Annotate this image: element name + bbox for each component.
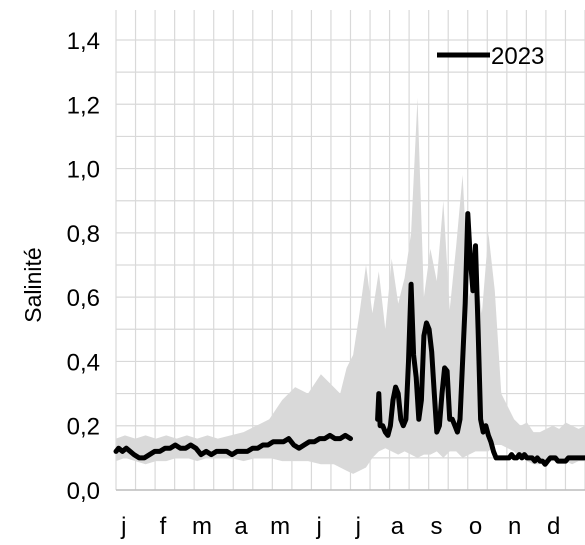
y-tick-label: 0,0 bbox=[67, 478, 100, 505]
y-tick-label: 0,8 bbox=[67, 221, 100, 248]
y-tick-label: 0,6 bbox=[67, 285, 100, 312]
x-tick-label: f bbox=[160, 513, 167, 540]
series-line-2023-segment-1 bbox=[113, 432, 353, 461]
x-tick-label: a bbox=[391, 513, 405, 540]
x-tick-label: j bbox=[316, 513, 322, 540]
x-tick-label: j bbox=[120, 513, 126, 540]
x-tick-label: n bbox=[508, 513, 521, 540]
y-tick-label: 1,0 bbox=[67, 157, 100, 184]
y-tick-label: 0,4 bbox=[67, 349, 100, 376]
series-line-2023-segment-2 bbox=[375, 211, 585, 467]
range-band bbox=[116, 97, 585, 474]
x-tick-label: m bbox=[192, 513, 212, 540]
x-tick-label: m bbox=[270, 513, 290, 540]
x-tick-label: j bbox=[355, 513, 361, 540]
y-tick-labels: 0,0 0,2 0,4 0,6 0,8 1,0 1,2 1,4 bbox=[67, 28, 100, 505]
y-tick-label: 1,2 bbox=[67, 92, 100, 119]
series-group bbox=[113, 211, 585, 467]
y-tick-label: 0,2 bbox=[67, 414, 100, 441]
y-axis-label: Salinité bbox=[20, 247, 46, 322]
legend-label: 2023 bbox=[491, 43, 544, 70]
x-tick-label: o bbox=[469, 513, 482, 540]
x-tick-label: a bbox=[234, 513, 248, 540]
x-tick-label: d bbox=[547, 513, 560, 540]
y-tick-label: 1,4 bbox=[67, 28, 100, 55]
legend: 2023 bbox=[437, 43, 544, 70]
x-tick-label: s bbox=[430, 513, 442, 540]
